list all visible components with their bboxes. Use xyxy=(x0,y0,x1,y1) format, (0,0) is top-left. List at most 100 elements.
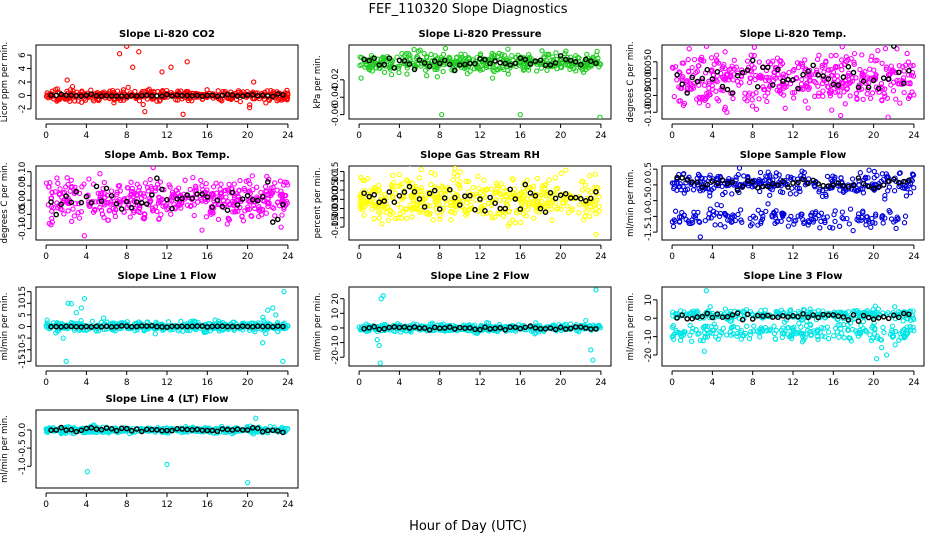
data-point xyxy=(746,79,753,86)
data-point xyxy=(780,78,786,84)
data-point xyxy=(770,82,776,88)
data-point xyxy=(800,330,806,337)
panel-title: Slope Li-820 Pressure xyxy=(418,29,541,40)
data-point xyxy=(184,92,190,99)
data-point xyxy=(587,173,593,179)
data-point xyxy=(65,208,71,214)
data-point xyxy=(836,334,842,340)
data-point xyxy=(361,56,367,63)
data-point xyxy=(408,166,412,167)
data-point xyxy=(281,288,287,295)
data-point xyxy=(477,51,484,57)
data-point xyxy=(696,330,702,336)
data-point xyxy=(553,50,559,56)
data-point xyxy=(422,195,429,201)
data-point xyxy=(263,100,269,106)
points-layer xyxy=(43,288,291,365)
data-point xyxy=(807,322,814,328)
y-tick-label: 0.5 xyxy=(644,162,654,176)
data-point xyxy=(159,323,165,330)
data-point xyxy=(839,209,846,215)
data-point xyxy=(168,211,174,217)
data-point xyxy=(382,205,388,211)
points-layer xyxy=(356,287,604,366)
data-point xyxy=(588,347,594,353)
data-point xyxy=(465,178,472,185)
data-point xyxy=(835,180,842,186)
data-point xyxy=(802,57,808,63)
data-point xyxy=(420,195,426,201)
data-point xyxy=(717,210,724,217)
y-tick-label: -0.04 xyxy=(331,85,341,109)
data-point xyxy=(906,177,912,184)
data-point xyxy=(779,80,786,87)
data-point xyxy=(885,315,892,322)
data-point xyxy=(757,75,763,81)
data-point xyxy=(202,328,208,335)
data-point xyxy=(264,179,271,185)
data-point xyxy=(249,196,256,203)
data-point xyxy=(520,67,527,73)
data-point xyxy=(198,177,204,184)
data-point xyxy=(688,338,695,345)
data-point xyxy=(108,188,115,194)
data-point xyxy=(274,216,281,223)
y-tick-label: -10 xyxy=(644,329,654,344)
data-point xyxy=(128,188,135,195)
data-point xyxy=(593,211,599,217)
data-point xyxy=(481,177,487,183)
data-point xyxy=(707,92,713,98)
x-tick-label: 12 xyxy=(474,378,485,388)
data-point xyxy=(250,186,256,193)
data-point xyxy=(103,185,110,192)
plot-frame xyxy=(35,165,299,241)
data-point xyxy=(890,88,897,94)
data-point xyxy=(539,183,546,189)
data-point xyxy=(702,97,708,103)
data-point xyxy=(279,212,285,218)
data-point xyxy=(421,204,428,210)
data-point xyxy=(58,91,65,98)
data-point xyxy=(701,323,707,330)
data-point xyxy=(860,318,867,325)
data-point xyxy=(133,193,140,199)
data-point xyxy=(830,182,837,188)
data-point xyxy=(567,195,574,201)
data-point xyxy=(81,295,88,302)
data-point xyxy=(277,95,283,101)
data-point xyxy=(359,201,365,207)
data-point xyxy=(516,191,522,198)
data-point xyxy=(381,69,388,75)
data-point xyxy=(896,179,902,186)
data-point xyxy=(455,181,461,187)
data-point xyxy=(114,191,120,198)
data-point xyxy=(851,187,858,193)
data-point xyxy=(60,190,66,196)
data-point xyxy=(259,193,266,200)
data-point xyxy=(751,52,757,59)
data-point xyxy=(901,178,907,185)
data-point xyxy=(882,45,889,52)
data-point xyxy=(684,90,691,96)
chart-panel-4: Slope Amb. Box Temp.0 4 8 12 16 20 24-0.10-0.0… xyxy=(0,150,299,262)
data-point xyxy=(850,227,856,234)
data-point xyxy=(588,189,594,195)
x-tick-label: 0 xyxy=(669,252,675,262)
data-point xyxy=(117,201,123,207)
data-point xyxy=(885,114,891,119)
x-tick-label: 4 xyxy=(84,252,90,262)
data-point xyxy=(820,311,827,318)
data-point xyxy=(209,204,216,210)
y-tick-label: -0.5 xyxy=(644,192,654,210)
x-tick-label: 8 xyxy=(124,252,130,262)
data-point xyxy=(815,72,822,78)
x-tick-label: 24 xyxy=(595,252,607,262)
data-point xyxy=(56,96,62,103)
data-point xyxy=(175,185,182,191)
data-point xyxy=(749,178,756,185)
data-point xyxy=(583,66,589,73)
data-point xyxy=(448,217,454,223)
data-point xyxy=(866,167,872,173)
data-point xyxy=(861,73,867,79)
data-point xyxy=(699,184,706,190)
